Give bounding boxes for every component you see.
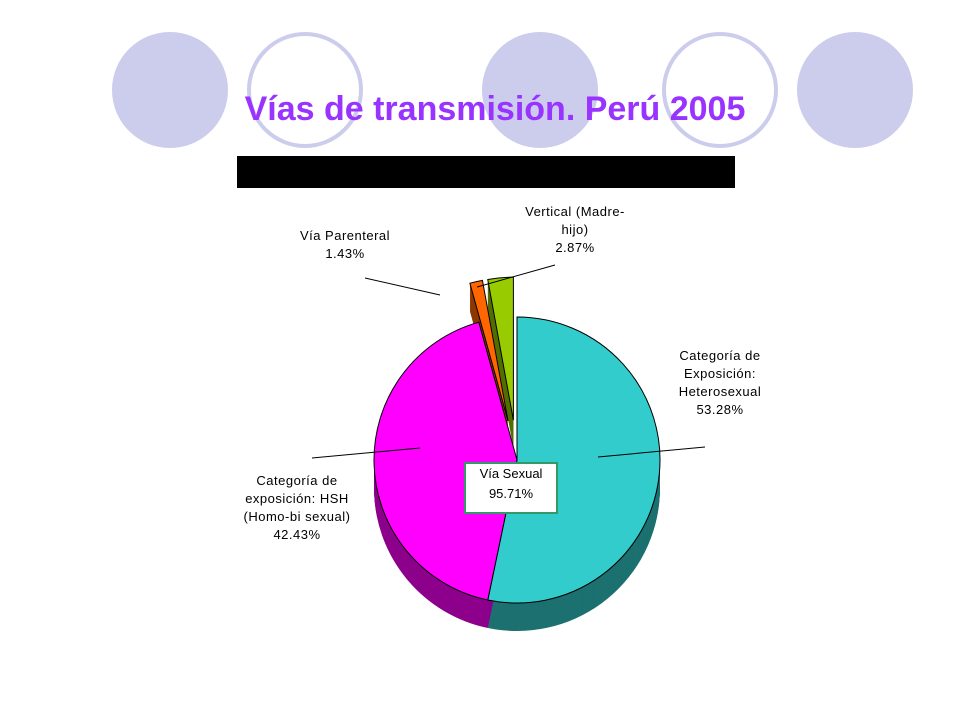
pie xyxy=(311,264,706,632)
value-label: 42.43% xyxy=(273,527,321,542)
annotation-label: Vía Sexual xyxy=(479,466,543,481)
circle xyxy=(112,32,228,148)
circle xyxy=(482,32,598,148)
slice xyxy=(487,316,661,604)
annotation-value: 95.71% xyxy=(488,486,534,501)
circle xyxy=(797,32,913,148)
circle xyxy=(247,32,363,148)
data-label: Vertical (Madre-hijo) 2.87% xyxy=(520,203,630,257)
data-label: Vía Parenteral 1.43% xyxy=(290,227,400,263)
decoration xyxy=(112,32,913,188)
black-bar xyxy=(237,156,735,188)
category-label: Categoría de exposición: HSH (Homo-bi se… xyxy=(243,473,351,524)
slice xyxy=(469,279,509,422)
category-label: Categoría de Exposición: Heterosexual xyxy=(678,348,762,399)
annotation: Vía Sexual 95.71% xyxy=(464,462,558,514)
data-label: Categoría de Exposición: Heterosexual 53.… xyxy=(655,347,785,419)
slice xyxy=(373,321,518,601)
circle xyxy=(662,32,778,148)
value-label: 53.28% xyxy=(696,402,744,417)
value-label: 2.87% xyxy=(555,240,595,255)
data-label: Categoría de exposición: HSH (Homo-bi se… xyxy=(232,472,362,544)
leader-line xyxy=(476,264,556,288)
category-label: Vía Parenteral xyxy=(299,228,391,243)
leader-line xyxy=(311,447,421,459)
category-label: Vertical (Madre-hijo) xyxy=(525,204,625,237)
leader-line xyxy=(597,446,706,458)
value-label: 1.43% xyxy=(325,246,365,261)
leader-line xyxy=(364,277,441,296)
chart-title: Vías de transmisión. Perú 2005 xyxy=(244,90,746,128)
